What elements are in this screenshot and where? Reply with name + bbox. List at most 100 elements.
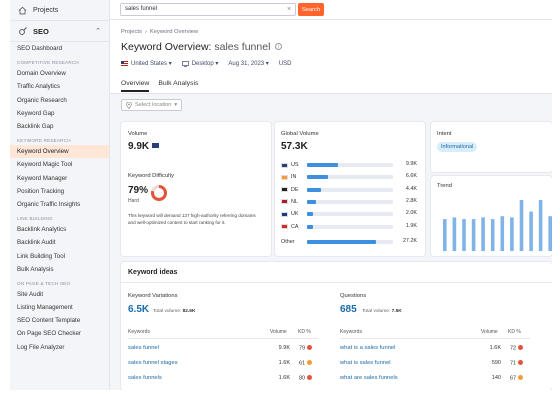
trend-chart [443, 200, 552, 251]
sidebar-item-domain-overview[interactable]: Domain Overview [17, 70, 66, 78]
sidebar-seo-toggle[interactable]: SEO ⌃ [10, 20, 109, 42]
sidebar-item-site-audit[interactable]: Site Audit [17, 290, 44, 298]
trend-bar [510, 217, 514, 251]
trend-bar [443, 219, 447, 251]
keyword-kd: 71 [510, 360, 524, 367]
clear-search-icon[interactable]: × [287, 6, 292, 13]
kd-dot-icon [307, 375, 313, 380]
col-keywords: Keywords [128, 329, 150, 335]
location-select[interactable]: Select location ▾ [121, 99, 183, 111]
trend-bar [452, 217, 457, 251]
global-volume-row[interactable]: NL 2.8K [281, 198, 421, 206]
sidebar-item-bulk-analysis[interactable]: Bulk Analysis [17, 265, 54, 273]
device-select[interactable]: Desktop ▾ [181, 60, 218, 67]
sidebar-item-organic-traffic-insights[interactable]: Organic Traffic Insights [17, 200, 81, 208]
sidebar-item-organic-research[interactable]: Organic Research [17, 96, 67, 104]
trend-card: Trend [431, 176, 552, 256]
sidebar-item-keyword-manager[interactable]: Keyword Manager [17, 174, 68, 182]
tab-bulk-analysis[interactable]: Bulk Analysis [158, 80, 199, 87]
sidebar-section-link-building: LINK BUILDING [17, 216, 53, 222]
kd-note: This keyword will demand 137 high-author… [128, 213, 256, 225]
sidebar-item-traffic-analytics[interactable]: Traffic Analytics [17, 83, 60, 91]
volume-bar-track [307, 224, 393, 229]
volume-bar-fill [307, 163, 338, 167]
sidebar-section-keyword-research: KEYWORD RESEARCH [17, 138, 71, 144]
kd-dot-icon [307, 345, 313, 350]
volume-bar-track [307, 187, 393, 192]
trend-bar [548, 216, 552, 251]
sidebar-item-backlink-gap[interactable]: Backlink Gap [17, 123, 54, 131]
volume-bar-fill [307, 212, 314, 217]
sidebar-item-keyword-overview[interactable]: Keyword Overview [10, 145, 109, 159]
volume-label: Volume [128, 131, 148, 137]
sidebar-item-link-building-tool[interactable]: Link Building Tool [17, 252, 66, 260]
date-select[interactable]: Aug 31, 2023 ▾ [228, 60, 269, 68]
country-volume: 2.0K [405, 210, 417, 217]
keyword-ideas-title: Keyword ideas [128, 269, 178, 276]
col-volume: Volume [270, 329, 287, 335]
col-kd: KD % [298, 329, 311, 335]
seo-icon [19, 27, 27, 35]
flag-icon-us [152, 143, 160, 148]
search-button[interactable]: Search [298, 3, 324, 16]
volume-bar-fill [307, 199, 316, 204]
global-volume-row[interactable]: US 9.9K [281, 161, 421, 169]
country-code: US [291, 162, 299, 168]
global-volume-row[interactable]: Other 27.2K [281, 238, 421, 246]
keyword-link[interactable]: what is a sales funnel [340, 345, 396, 351]
country-select[interactable]: United States ▾ [121, 60, 172, 67]
info-icon[interactable]: i [275, 43, 283, 50]
col-volume: Volume [481, 329, 498, 335]
global-volume-row[interactable]: CA 1.9K [281, 223, 421, 231]
sidebar-item-seo-dashboard[interactable]: SEO Dashboard [17, 45, 63, 53]
keyword-link[interactable]: sales funnel stages [128, 360, 178, 366]
sidebar-item-on-page-seo-checker[interactable]: On Page SEO Checker [17, 330, 81, 338]
location-placeholder: Select location [135, 102, 172, 108]
sidebar-nav-list: SEO Dashboard COMPETITIVE RESEARCH Domain … [10, 42, 109, 354]
sidebar-projects[interactable]: Projects [10, 0, 109, 20]
global-volume-row[interactable]: DE 4.4K [281, 186, 421, 194]
breadcrumb-separator: › [144, 29, 147, 35]
keyword-volume: 140 [491, 375, 501, 381]
sidebar-item-listing-management[interactable]: Listing Management [17, 304, 73, 312]
keyword-link[interactable]: what are sales funnels [340, 375, 398, 381]
keyword-kd: 72 [510, 345, 524, 352]
kd-donut [151, 185, 167, 201]
trend-label: Trend [437, 183, 452, 189]
questions-value[interactable]: 685 [340, 304, 357, 315]
keyword-variations-label: Keyword Variations [128, 293, 178, 299]
page-title: Keyword Overview: sales funnel i [121, 41, 283, 53]
sidebar-item-backlink-audit[interactable]: Backlink Audit [17, 239, 56, 247]
intent-badge: Informational [437, 142, 478, 152]
volume-value: 9.9K [128, 141, 160, 152]
volume-bar-track [307, 239, 393, 244]
sidebar-item-keyword-magic-tool[interactable]: Keyword Magic Tool [17, 161, 73, 169]
sidebar-item-backlink-analytics[interactable]: Backlink Analytics [17, 226, 67, 234]
kd-number: 61 [299, 360, 306, 367]
global-volume-row[interactable]: UK 2.0K [281, 210, 421, 218]
keyword-link[interactable]: sales funnels [128, 375, 162, 381]
volume-bar-track [307, 212, 393, 217]
sidebar-item-position-tracking[interactable]: Position Tracking [17, 187, 65, 195]
kd-number: 80 [299, 375, 306, 382]
keyword-volume: 9.9K [278, 345, 290, 351]
volume-bar-fill [307, 239, 376, 244]
trend-bar [500, 216, 505, 251]
global-volume-label: Global Volume [281, 131, 319, 137]
trend-bar [490, 219, 495, 251]
search-input[interactable]: sales funnel [120, 3, 296, 16]
keyword-link[interactable]: sales funnel [128, 345, 159, 351]
keyword-link[interactable]: what is sales funnel [340, 360, 391, 366]
sidebar-item-seo-content-template[interactable]: SEO Content Template [17, 317, 81, 325]
sidebar: Projects SEO ⌃ SEO Dashboard COMPETITIVE … [10, 0, 110, 390]
keyword-variations-value[interactable]: 6.5K [128, 304, 150, 315]
sidebar-item-log-file-analyzer[interactable]: Log File Analyzer [17, 343, 65, 351]
global-volume-row[interactable]: IN 6.6K [281, 173, 421, 181]
breadcrumb-projects[interactable]: Projects [121, 29, 142, 35]
keyword-volume: 1.6K [489, 345, 501, 351]
sidebar-item-keyword-gap[interactable]: Keyword Gap [17, 109, 55, 117]
kd-number: 71 [510, 360, 517, 367]
tab-overview[interactable]: Overview [121, 80, 150, 92]
trend-bar [481, 217, 485, 251]
page-title-prefix: Keyword Overview: [121, 41, 212, 53]
